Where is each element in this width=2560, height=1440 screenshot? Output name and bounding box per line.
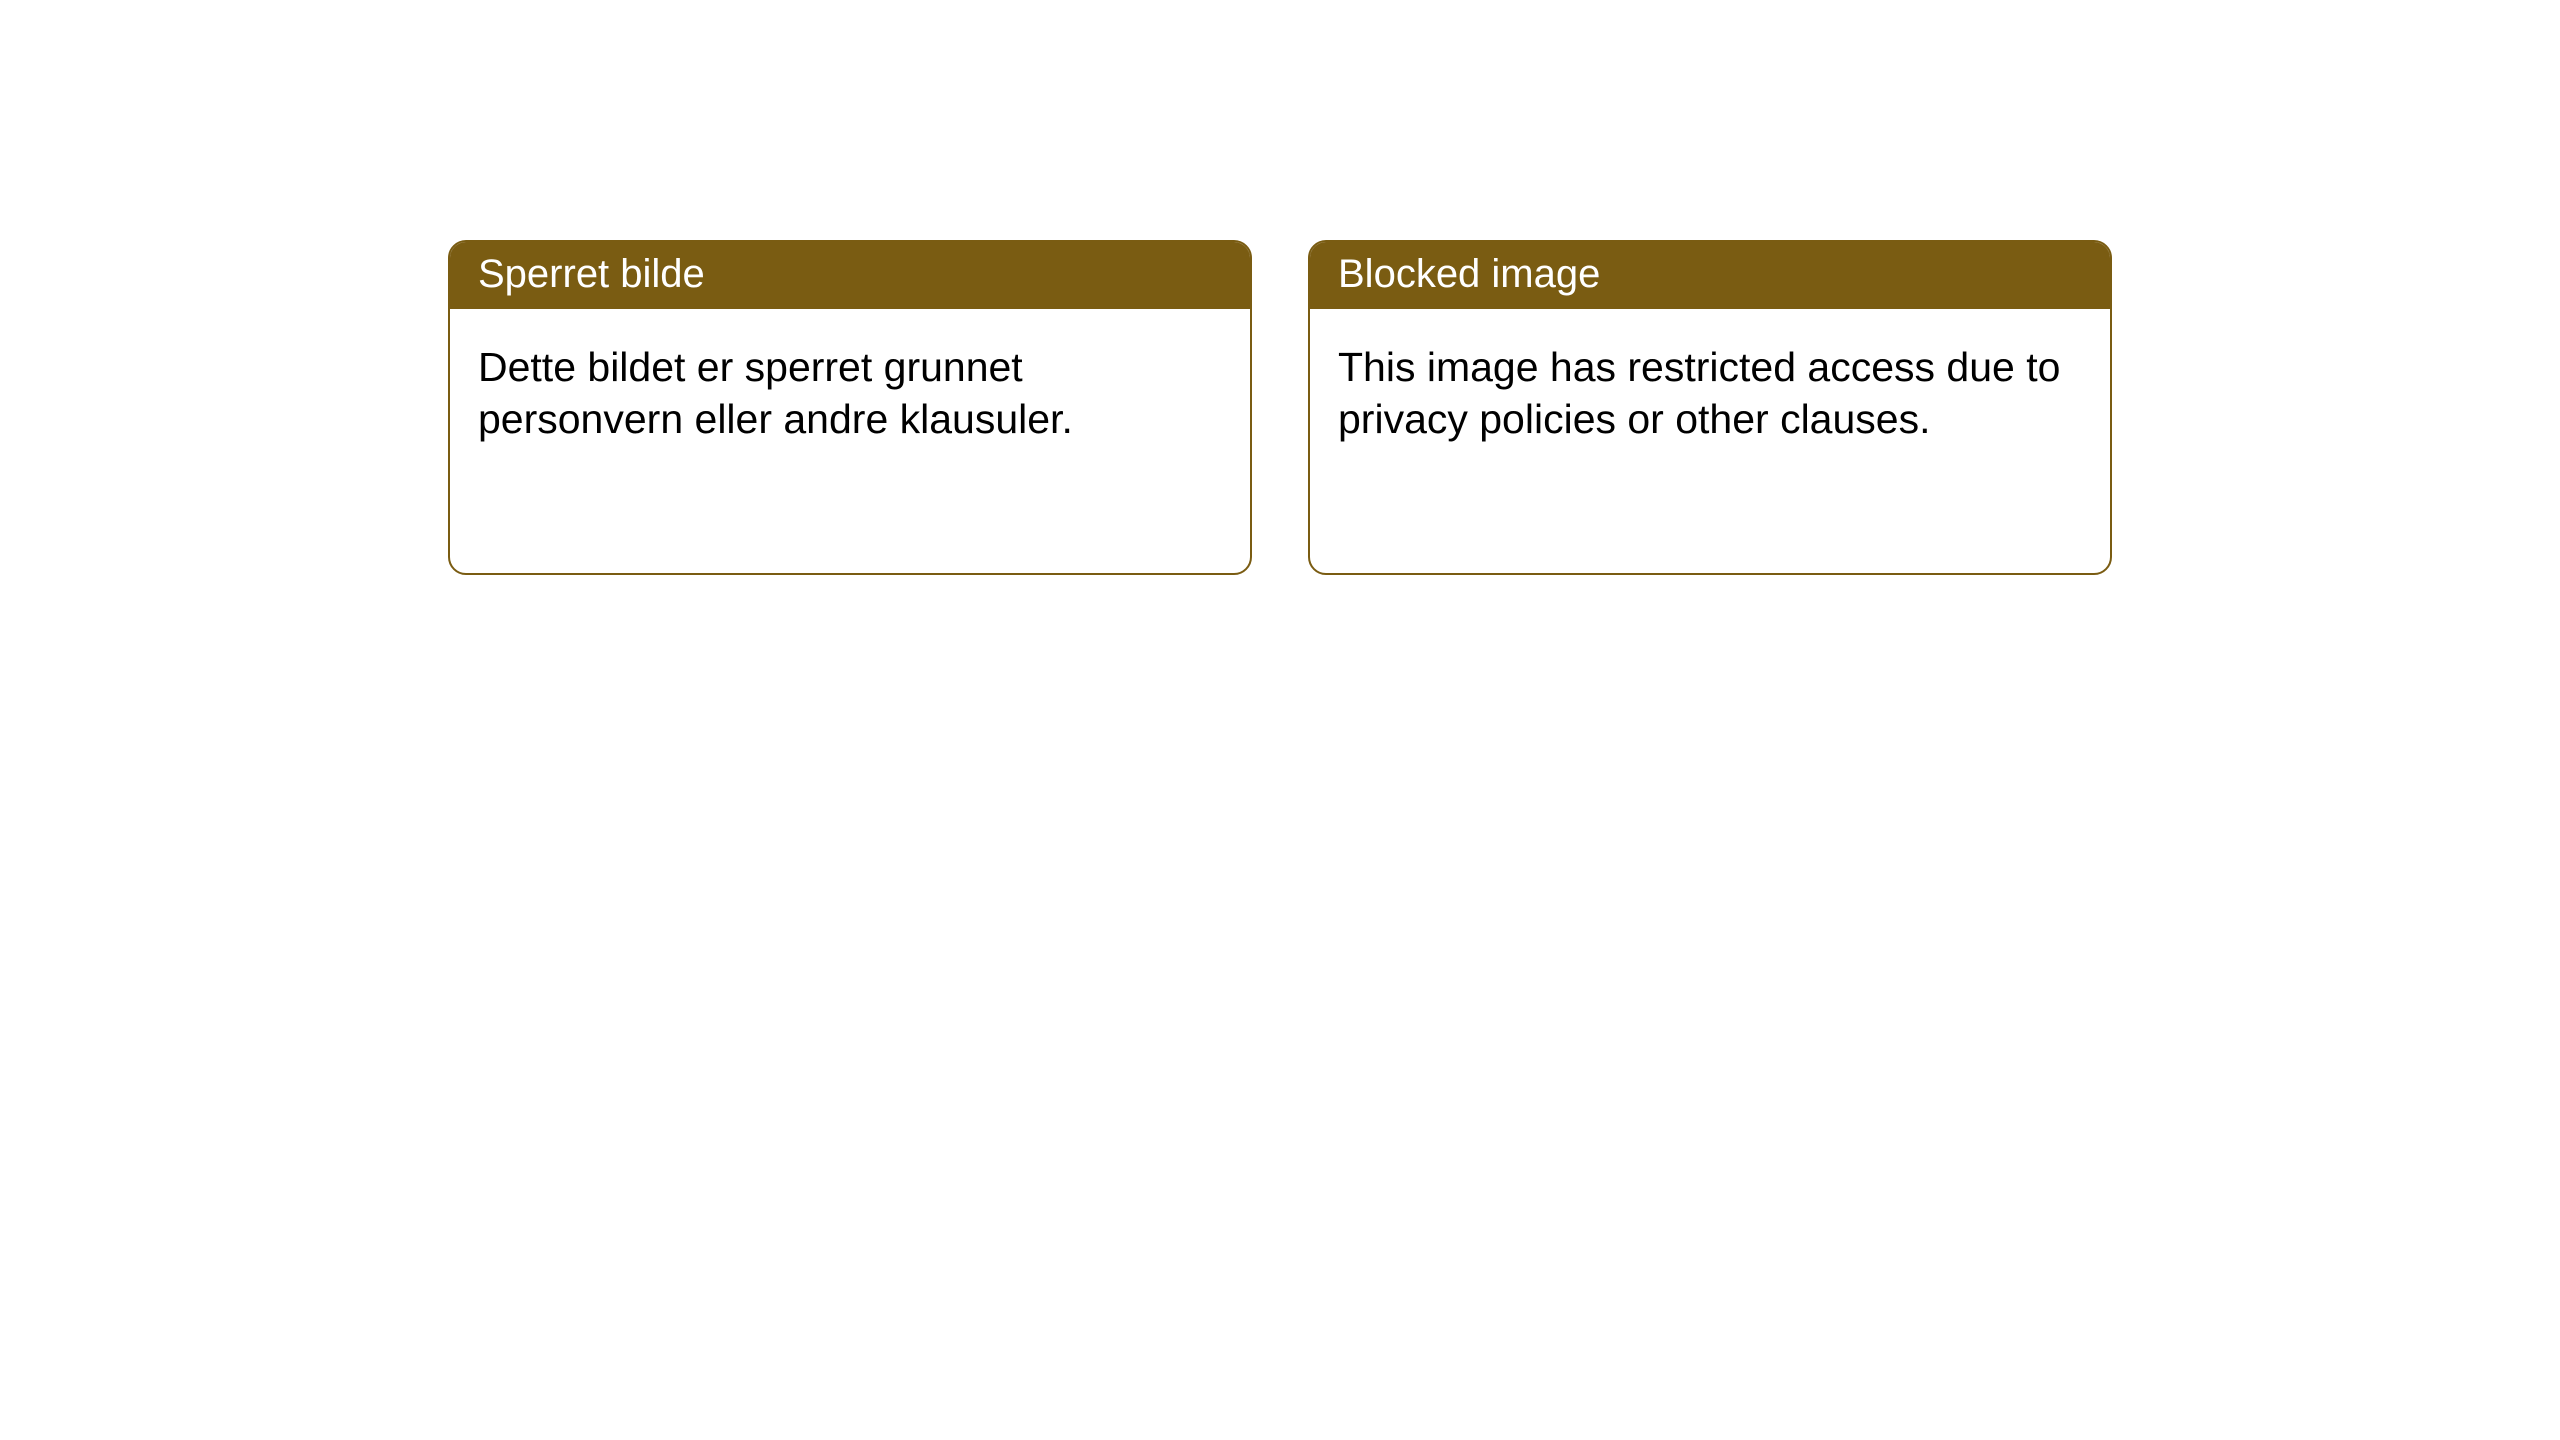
notice-body-text: This image has restricted access due to … bbox=[1338, 344, 2060, 442]
notice-body: Dette bildet er sperret grunnet personve… bbox=[450, 309, 1250, 478]
notice-title: Sperret bilde bbox=[478, 252, 705, 296]
notice-title: Blocked image bbox=[1338, 252, 1600, 296]
notice-body-text: Dette bildet er sperret grunnet personve… bbox=[478, 344, 1073, 442]
notice-body: This image has restricted access due to … bbox=[1310, 309, 2110, 478]
notice-box-english: Blocked image This image has restricted … bbox=[1308, 240, 2112, 575]
notice-header: Blocked image bbox=[1310, 242, 2110, 309]
notices-container: Sperret bilde Dette bildet er sperret gr… bbox=[0, 0, 2560, 575]
notice-box-norwegian: Sperret bilde Dette bildet er sperret gr… bbox=[448, 240, 1252, 575]
notice-header: Sperret bilde bbox=[450, 242, 1250, 309]
